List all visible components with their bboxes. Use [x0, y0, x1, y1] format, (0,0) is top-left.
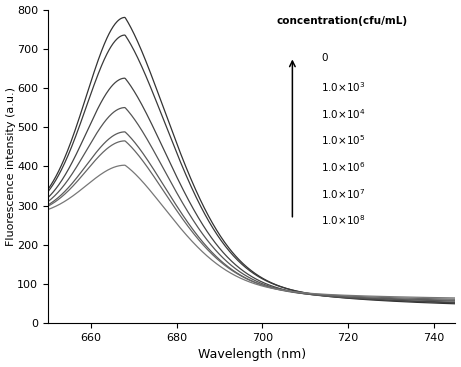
Text: 1.0×10$^{3}$: 1.0×10$^{3}$ [321, 80, 366, 94]
Text: 1.0×10$^{6}$: 1.0×10$^{6}$ [321, 160, 366, 174]
Text: 1.0×10$^{4}$: 1.0×10$^{4}$ [321, 107, 366, 121]
Text: concentration(cfu/mL): concentration(cfu/mL) [276, 16, 407, 26]
Text: 1.0×10$^{7}$: 1.0×10$^{7}$ [321, 187, 366, 200]
Text: 1.0×10$^{5}$: 1.0×10$^{5}$ [321, 134, 366, 147]
X-axis label: Wavelength (nm): Wavelength (nm) [198, 348, 306, 361]
Text: 1.0×10$^{8}$: 1.0×10$^{8}$ [321, 213, 366, 227]
Y-axis label: Fluorescence intensity (a.u.): Fluorescence intensity (a.u.) [6, 87, 16, 246]
Text: 0: 0 [321, 54, 327, 63]
